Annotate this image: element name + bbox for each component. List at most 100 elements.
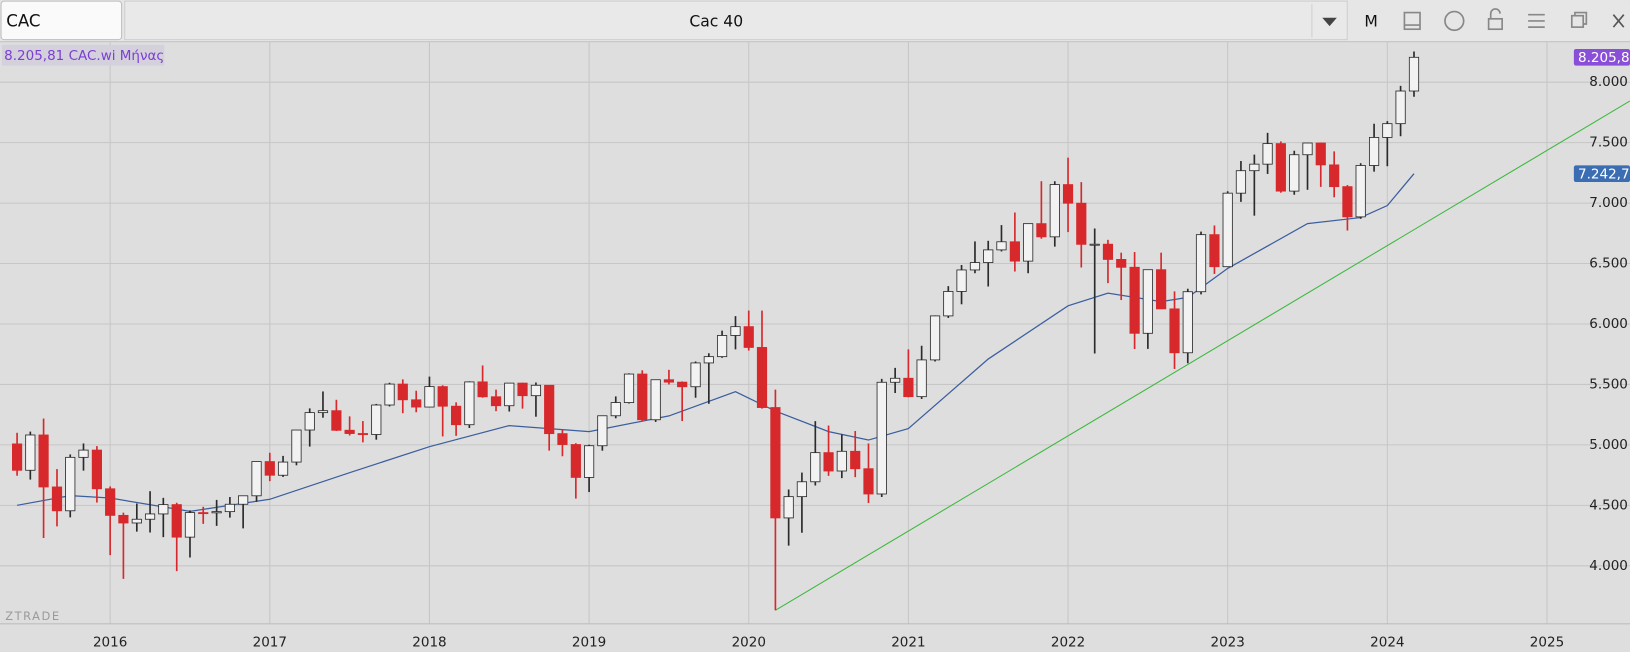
candle-body [796,481,808,498]
candle-body [25,434,36,471]
candle-body [437,386,448,407]
candle-body [131,518,142,524]
toolbar-icons [1403,8,1625,32]
candle-body [530,384,542,397]
period-button[interactable]: M [1364,12,1377,30]
candle-body [770,407,781,519]
candle-body [264,461,275,476]
candle-body [810,452,821,483]
candle-body [144,513,156,520]
close-icon[interactable] [1612,14,1625,28]
candle-body [291,429,302,463]
x-tick-label: 2021 [891,635,925,651]
candle-body [756,347,768,408]
candle-body [357,433,368,435]
candle-body [1289,154,1300,192]
legend: 8.205,81 CAC.wi Μήνας [4,48,164,64]
y-tick-label: 6.000 [1589,316,1628,332]
candle-body [171,504,182,538]
save-icon[interactable] [1403,11,1421,31]
candle-body [304,412,315,431]
candle-body [424,386,435,408]
candle-body [1049,184,1060,238]
candle-body [38,434,49,488]
candle-body [743,326,754,348]
title-text: Cac 40 [689,12,743,30]
x-tick-label: 2016 [93,635,127,651]
candle-body [344,429,355,434]
candle-body [1116,259,1127,268]
candle-body [504,382,515,407]
candle-body [1169,308,1180,354]
candle-body [584,445,595,478]
y-tick-label: 8.000 [1589,74,1628,90]
comment-icon[interactable] [1444,10,1465,32]
candle-body [1129,266,1140,334]
candle-body [1076,202,1087,245]
candle-body [1395,90,1406,125]
menu-icon[interactable] [1528,13,1545,28]
axis-labels: 4.000 4.500 5.000 5.500 6.000 6.500 7.000 7.500… [93,48,1630,651]
symbol-text: CAC [6,11,40,30]
candle-body [1315,142,1326,166]
candle-body [51,486,63,512]
candle-body [1262,143,1273,165]
candle-body [158,504,169,515]
y-tick-label: 7.000 [1589,195,1628,211]
candle-body [570,444,581,478]
candle-body [1156,269,1167,310]
candle-body [1222,192,1233,268]
candle-body [663,379,675,383]
candle-body [1235,170,1247,194]
candle-body [384,383,395,406]
candle-body [903,377,914,398]
candle-body [331,410,342,431]
candle-body [1142,269,1153,334]
candle-body [544,384,555,435]
candle-body [703,356,714,364]
y-tick-label: 7.500 [1589,135,1628,151]
title-box[interactable] [124,0,1348,41]
candle-body [184,512,196,538]
restore-icon[interactable] [1570,14,1585,28]
candle-body [730,326,741,336]
candle-body [690,362,701,388]
x-tick-label: 2018 [412,635,446,651]
candle-body [1408,56,1420,92]
candle-body [916,359,927,398]
candle-body [91,449,102,490]
dropdown-button[interactable] [1322,17,1337,27]
restore-icon-back [1574,11,1588,25]
symbol-input[interactable] [0,0,123,41]
candle-body [517,382,528,397]
candle-body [677,381,688,388]
candle-body [557,433,568,445]
candle-body [1342,186,1353,218]
candle-body [1275,143,1286,192]
candle-body [78,449,89,458]
candle-body [983,249,994,263]
candle-body [783,496,794,519]
y-tick-label: 4.500 [1589,497,1628,513]
candle-body [637,373,648,421]
candle-body [65,456,76,512]
x-tick-label: 2017 [253,635,287,651]
candle-body [623,373,635,403]
candle-body [597,415,608,447]
candle-body [863,468,874,495]
y-tick-label: 4.000 [1589,558,1628,574]
legend-bg [2,44,165,66]
candle-body [251,461,262,497]
candle-body [1382,123,1393,138]
lock-shackle [1489,8,1501,19]
candle-body [610,402,621,417]
lock-icon[interactable] [1487,17,1503,31]
candle-body [836,450,847,472]
candle-body [1209,234,1220,268]
candle-body [105,488,116,516]
candle-body [969,262,981,271]
candle-body [1302,142,1313,156]
candle-body [224,503,235,513]
